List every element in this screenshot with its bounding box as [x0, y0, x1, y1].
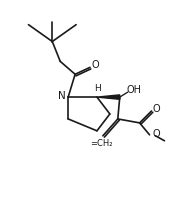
- Text: H: H: [94, 84, 101, 93]
- Text: OH: OH: [126, 85, 141, 95]
- Text: O: O: [91, 60, 99, 70]
- Text: =CH₂: =CH₂: [90, 139, 112, 148]
- Text: O: O: [153, 104, 160, 114]
- Polygon shape: [97, 95, 120, 99]
- Text: O: O: [152, 129, 160, 139]
- Text: N: N: [58, 91, 66, 101]
